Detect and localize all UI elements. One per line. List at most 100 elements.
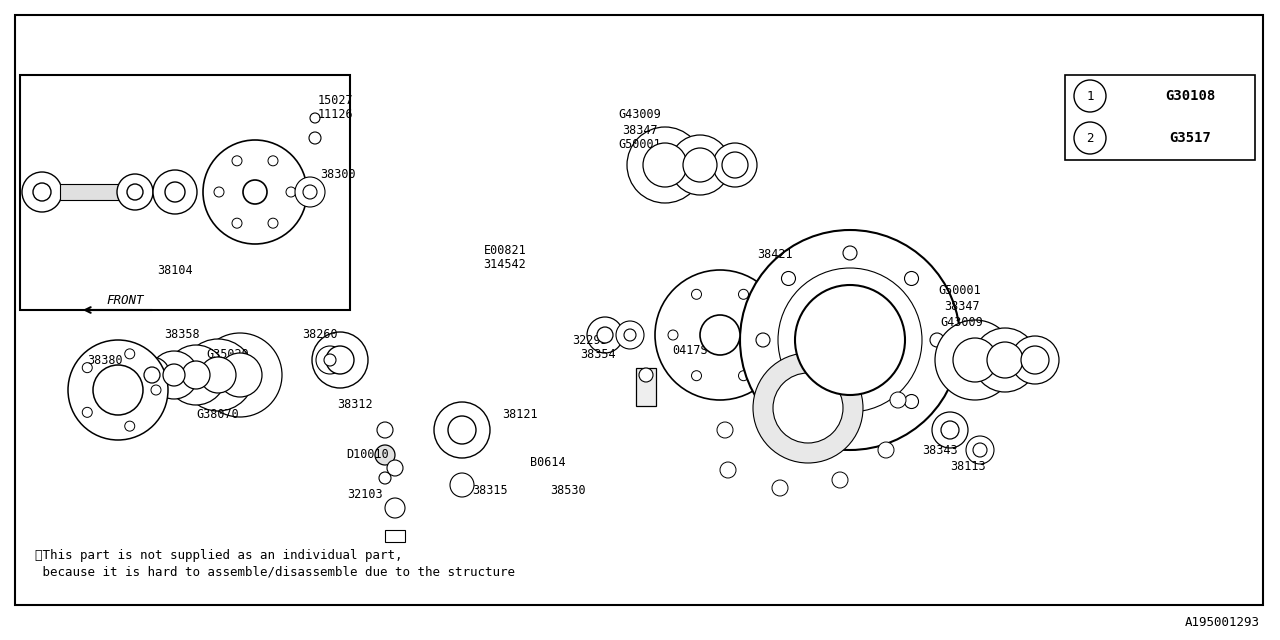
Circle shape [625, 329, 636, 341]
Circle shape [93, 365, 143, 415]
Circle shape [844, 246, 858, 260]
Circle shape [987, 342, 1023, 378]
Circle shape [294, 177, 325, 207]
Circle shape [1011, 336, 1059, 384]
Circle shape [669, 135, 730, 195]
Circle shape [268, 156, 278, 166]
Circle shape [182, 339, 253, 411]
Circle shape [739, 289, 749, 300]
Text: G30108: G30108 [1165, 89, 1215, 103]
Bar [1065, 75, 1254, 160]
Circle shape [616, 321, 644, 349]
Text: 38315: 38315 [472, 483, 508, 497]
Circle shape [844, 420, 858, 434]
Text: G38070: G38070 [197, 408, 239, 422]
Text: B0614: B0614 [530, 456, 566, 468]
Text: 15027: 15027 [317, 93, 353, 106]
Circle shape [308, 132, 321, 144]
Circle shape [198, 333, 282, 417]
Circle shape [596, 327, 613, 343]
Circle shape [243, 180, 268, 204]
Circle shape [691, 371, 701, 381]
Circle shape [719, 462, 736, 478]
Text: 38113: 38113 [950, 460, 986, 472]
Circle shape [378, 422, 393, 438]
Text: 38260: 38260 [302, 328, 338, 342]
Circle shape [966, 436, 995, 464]
Circle shape [448, 416, 476, 444]
Circle shape [134, 357, 170, 393]
Circle shape [934, 320, 1015, 400]
Text: 38121: 38121 [502, 408, 538, 422]
Circle shape [387, 460, 403, 476]
Circle shape [375, 445, 396, 465]
Circle shape [772, 480, 788, 496]
Circle shape [150, 351, 198, 399]
Circle shape [116, 174, 154, 210]
Circle shape [890, 392, 906, 408]
Circle shape [722, 152, 748, 178]
Text: ※This part is not supplied as an individual part,: ※This part is not supplied as an individ… [35, 548, 402, 561]
Text: 38347: 38347 [945, 300, 979, 312]
Circle shape [1074, 122, 1106, 154]
Circle shape [218, 353, 262, 397]
Circle shape [303, 185, 317, 199]
Circle shape [182, 361, 210, 389]
Circle shape [740, 230, 960, 450]
Circle shape [827, 320, 844, 336]
Circle shape [68, 340, 168, 440]
Circle shape [643, 143, 687, 187]
Polygon shape [388, 255, 564, 432]
Circle shape [434, 402, 490, 458]
Circle shape [200, 357, 236, 393]
Text: G50001: G50001 [938, 284, 982, 296]
Circle shape [124, 349, 134, 359]
Circle shape [124, 421, 134, 431]
Text: 0417S: 0417S [672, 344, 708, 356]
Circle shape [778, 268, 922, 412]
Circle shape [312, 332, 369, 388]
Circle shape [1021, 346, 1050, 374]
Circle shape [739, 371, 749, 381]
Circle shape [143, 367, 160, 383]
Circle shape [154, 170, 197, 214]
Circle shape [232, 218, 242, 228]
Text: 38354: 38354 [580, 349, 616, 362]
Text: 2: 2 [1087, 131, 1093, 145]
Circle shape [588, 317, 623, 353]
Circle shape [782, 271, 795, 285]
Polygon shape [710, 325, 905, 482]
Circle shape [878, 442, 893, 458]
Text: 1: 1 [1087, 90, 1093, 102]
Circle shape [310, 113, 320, 123]
Circle shape [832, 472, 849, 488]
Text: 38343: 38343 [922, 444, 957, 456]
Circle shape [451, 473, 474, 497]
Circle shape [756, 333, 771, 347]
Text: 38347: 38347 [622, 124, 658, 136]
Circle shape [151, 385, 161, 395]
Circle shape [204, 140, 307, 244]
Text: 38530: 38530 [550, 483, 586, 497]
Circle shape [127, 184, 143, 200]
Circle shape [1074, 80, 1106, 112]
Text: G35020: G35020 [206, 349, 250, 362]
Circle shape [905, 271, 919, 285]
Polygon shape [399, 273, 547, 413]
Circle shape [22, 172, 61, 212]
Circle shape [82, 363, 92, 372]
Circle shape [627, 127, 703, 203]
Circle shape [163, 364, 186, 386]
Circle shape [324, 354, 335, 366]
Circle shape [379, 472, 390, 484]
Text: D10010: D10010 [347, 449, 389, 461]
Bar [60, 184, 120, 200]
Text: G50001: G50001 [618, 138, 662, 152]
Circle shape [941, 421, 959, 439]
Circle shape [753, 353, 863, 463]
Bar [636, 368, 657, 406]
Circle shape [385, 498, 404, 518]
Circle shape [668, 330, 678, 340]
Text: 38104: 38104 [157, 264, 193, 276]
Text: 11126: 11126 [317, 109, 353, 122]
